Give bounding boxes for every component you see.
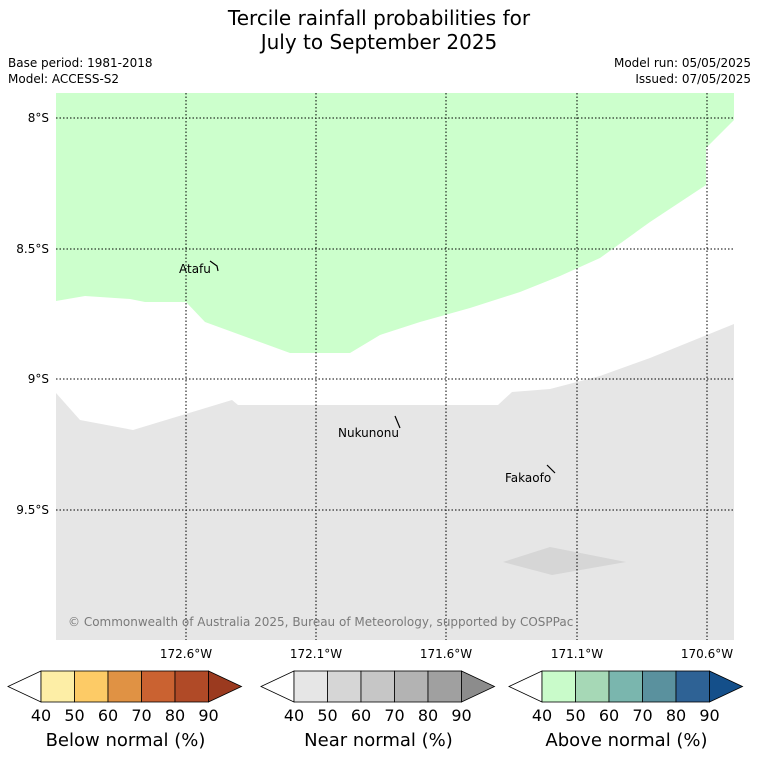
colorbar-below-normal-segment bbox=[74, 670, 109, 703]
colorbar-above-normal: 40 50 60 70 80 90 bbox=[508, 670, 744, 725]
lon-label-172-6w: 172.6°W bbox=[160, 647, 212, 661]
colorbar-above-normal-under-triangle bbox=[508, 670, 543, 703]
map-area bbox=[56, 93, 734, 640]
colorbar-above-normal-tick-label: 40 bbox=[532, 706, 552, 725]
colorbar-below-normal-tick-label: 90 bbox=[198, 706, 218, 725]
colorbar-near-normal-tick-label: 60 bbox=[351, 706, 371, 725]
above-normal-region bbox=[56, 93, 734, 353]
lon-label-170-6w: 170.6°W bbox=[681, 647, 733, 661]
map-title-line-1: Tercile rainfall probabilities for bbox=[227, 6, 531, 30]
place-label-atafu: Atafu bbox=[179, 262, 211, 276]
colorbar-below-normal-segment bbox=[141, 670, 176, 703]
colorbar-below-normal-tick-label: 40 bbox=[31, 706, 51, 725]
colorbar-above-normal-tick-label: 60 bbox=[599, 706, 619, 725]
colorbar-above-normal-tick-label: 50 bbox=[565, 706, 585, 725]
near-normal-region-dark bbox=[503, 547, 626, 575]
colorbar-near-normal-segment bbox=[327, 670, 362, 703]
colorbar-below-normal-tick-label: 60 bbox=[98, 706, 118, 725]
colorbar-above-normal-tick-label: 90 bbox=[699, 706, 719, 725]
colorbar-near-normal-segment bbox=[293, 670, 328, 703]
lat-label-9s: 9°S bbox=[28, 372, 49, 386]
place-label-nukunonu: Nukunonu bbox=[338, 426, 399, 440]
colorbar-label-below-normal: Below normal (%) bbox=[45, 730, 206, 751]
colorbar-label-near-normal: Near normal (%) bbox=[304, 730, 453, 751]
colorbar-near-normal-tick-label: 40 bbox=[284, 706, 304, 725]
colorbar-near-normal-segment bbox=[360, 670, 395, 703]
colorbar-near-normal-tick-label: 50 bbox=[317, 706, 337, 725]
nukunonu-atoll-outline bbox=[394, 415, 401, 429]
colorbar-below-normal-segment bbox=[107, 670, 142, 703]
colorbar-above-normal-segment bbox=[575, 670, 610, 703]
lat-label-9-5s: 9.5°S bbox=[16, 503, 49, 517]
colorbar-near-normal-over-triangle bbox=[461, 670, 496, 703]
colorbar-near-normal-tick-label: 80 bbox=[418, 706, 438, 725]
base-period: Base period: 1981-2018 bbox=[8, 56, 153, 70]
lon-label-172-1w: 172.1°W bbox=[290, 647, 342, 661]
colorbar-below-normal-over-triangle bbox=[208, 670, 243, 703]
colorbar-near-normal-segment bbox=[394, 670, 429, 703]
lon-label-171-6w: 171.6°W bbox=[420, 647, 472, 661]
colorbar-near-normal-segment bbox=[427, 670, 462, 703]
map-title-line-2: July to September 2025 bbox=[260, 30, 498, 54]
lat-label-8s: 8°S bbox=[28, 111, 49, 125]
colorbar-above-normal-segment bbox=[642, 670, 677, 703]
model-name: Model: ACCESS-S2 bbox=[8, 72, 120, 86]
colorbar-above-normal-over-triangle bbox=[709, 670, 744, 703]
colorbar-near-normal-tick-label: 90 bbox=[451, 706, 471, 725]
atafu-atoll-outline bbox=[209, 260, 219, 272]
colorbar-label-above-normal: Above normal (%) bbox=[545, 730, 708, 751]
colorbar-above-normal-tick-label: 80 bbox=[666, 706, 686, 725]
colorbar-below-normal-tick-label: 70 bbox=[131, 706, 151, 725]
colorbar-below-normal-under-triangle bbox=[7, 670, 42, 703]
colorbar-near-normal-under-triangle bbox=[260, 670, 295, 703]
colorbar-above-normal-tick-label: 70 bbox=[632, 706, 652, 725]
colorbar-below-normal-segment bbox=[174, 670, 209, 703]
lon-label-171-1w: 171.1°W bbox=[551, 647, 603, 661]
gridlines bbox=[56, 93, 734, 640]
fakaofo-atoll-outline bbox=[546, 464, 556, 474]
colorbar-below-normal-tick-label: 80 bbox=[165, 706, 185, 725]
issued-date: Issued: 07/05/2025 bbox=[635, 72, 751, 86]
colorbar-above-normal-segment bbox=[608, 670, 643, 703]
model-run-date: Model run: 05/05/2025 bbox=[613, 56, 751, 70]
colorbar-near-normal-tick-label: 70 bbox=[384, 706, 404, 725]
colorbar-near-normal: 40 50 60 70 80 90 bbox=[260, 670, 496, 725]
colorbar-below-normal-tick-label: 50 bbox=[64, 706, 84, 725]
colorbar-below-normal: 40 50 60 70 80 90 bbox=[7, 670, 243, 725]
colorbar-above-normal-segment bbox=[675, 670, 710, 703]
place-label-fakaofo: Fakaofo bbox=[505, 471, 551, 485]
copyright-notice: © Commonwealth of Australia 2025, Bureau… bbox=[68, 615, 573, 629]
colorbar-above-normal-segment bbox=[541, 670, 576, 703]
lat-label-8-5s: 8.5°S bbox=[16, 242, 49, 256]
colorbar-below-normal-segment bbox=[40, 670, 75, 703]
atoll-markers bbox=[209, 260, 556, 474]
